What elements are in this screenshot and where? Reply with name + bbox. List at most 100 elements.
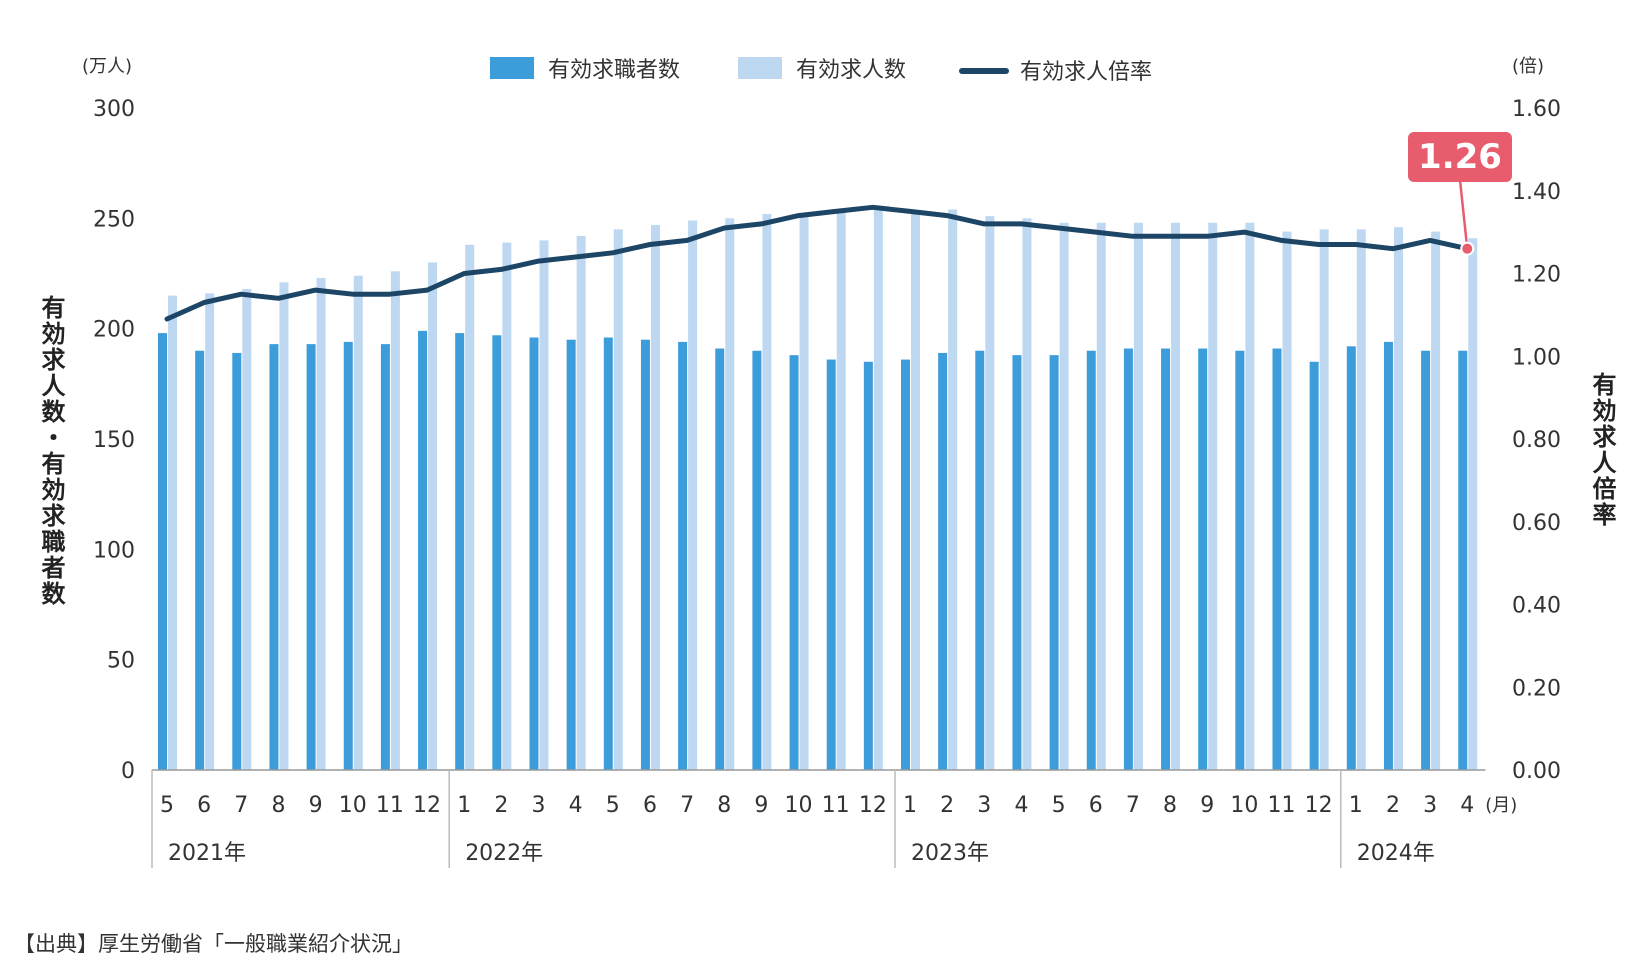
callout-leader [1458,179,1469,249]
x-tick-label: 9 [1200,793,1214,818]
x-tick-label: 3 [1423,793,1437,818]
bar-seekers [640,339,650,770]
legend-label-ratio: 有効求人倍率 [1020,60,1152,85]
legend-swatch-seekers [490,57,534,79]
bar-seekers [1123,348,1133,770]
bar-offers [1208,222,1218,770]
callout-box [1408,132,1512,182]
bar-seekers [1086,350,1096,770]
y-left-tick-label: 50 [107,649,135,674]
x-tick-label: 2 [940,793,954,818]
bar-seekers [492,335,502,770]
x-tick-label: 4 [1460,793,1474,818]
bar-seekers [158,333,167,770]
bar-offers [1319,229,1329,770]
bar-offers [762,213,772,771]
x-tick-label: 10 [339,793,367,818]
x-tick-label: 3 [532,793,546,818]
y-left-tick-label: 0 [121,759,135,784]
bar-offers [316,277,326,770]
x-tick-label: 4 [1014,793,1028,818]
x-tick-label: 3 [977,793,991,818]
x-tick-label: 7 [680,793,694,818]
month-unit-label: (月) [1485,795,1517,816]
bar-offers [390,271,400,770]
bar-offers [428,262,438,770]
left-unit-label: (万人) [82,56,132,77]
bar-offers [1171,222,1181,770]
y-right-tick-label: 0.00 [1512,759,1561,784]
x-tick-label: 9 [754,793,768,818]
x-tick-label: 7 [1126,793,1140,818]
bar-offers [1356,229,1366,770]
bar-offers [465,244,475,770]
y-left-tick-label: 100 [93,538,135,563]
x-tick-label: 5 [606,793,620,818]
y-left-axis-title: 有効求人数・有効求職者数 [37,295,65,607]
bar-offers [1022,218,1032,771]
bar-seekers [1012,355,1022,770]
bar-seekers [603,337,613,770]
bar-seekers [789,355,799,770]
bar-seekers [306,344,316,770]
bar-offers [1096,222,1106,770]
bar-offers [1468,238,1478,770]
bar-offers [613,229,623,770]
bar-seekers [863,361,873,770]
legend-label-offers: 有効求人数 [796,58,906,83]
bar-offers [948,209,958,771]
bar-offers [1059,222,1069,770]
y-right-tick-label: 1.40 [1512,180,1561,205]
x-tick-label: 7 [234,793,248,818]
bar-offers [1393,227,1403,770]
bar-offers [911,213,920,771]
year-label: 2024年 [1357,841,1435,866]
bar-seekers [1049,355,1059,770]
legend-swatch-offers [738,57,782,79]
x-tick-label: 10 [785,793,813,818]
bar-seekers [938,352,948,770]
bar-seekers [1309,361,1319,770]
callout-point [1460,241,1475,256]
bar-seekers [380,344,390,770]
y-right-tick-label: 0.60 [1512,511,1561,536]
source-note: 【出典】厚生労働省「一般職業紹介状況」 [14,932,413,956]
x-tick-label: 5 [160,793,174,818]
y-right-axis-title: 有効求人倍率 [1588,372,1616,528]
bar-seekers [1272,348,1282,770]
y-right-tick-label: 1.00 [1512,345,1561,370]
bar-seekers [195,350,205,770]
y-left-tick-label: 150 [93,428,135,453]
x-tick-label: 12 [413,793,441,818]
bar-seekers [566,339,576,770]
bar-seekers [678,341,688,770]
bar-offers [836,211,846,771]
x-tick-label: 8 [717,793,731,818]
bar-offers [279,282,289,770]
year-label: 2021年 [168,841,246,866]
x-tick-label: 8 [1163,793,1177,818]
x-tick-label: 12 [1305,793,1333,818]
bar-offers [502,242,512,770]
bar-offers [576,235,586,770]
bar-seekers [343,341,353,770]
x-tick-label: 5 [1052,793,1066,818]
bar-offers [1282,231,1292,770]
y-left-tick-label: 300 [93,97,135,122]
bar-seekers [269,344,279,770]
bar-offers [799,213,809,771]
bar-seekers [1458,350,1468,770]
y-right-tick-label: 0.40 [1512,594,1561,619]
bar-offers [539,240,549,770]
bar-seekers [1235,350,1245,770]
y-left-tick-label: 250 [93,207,135,232]
bar-seekers [1421,350,1431,770]
bar-seekers [1346,346,1356,770]
y-right-tick-label: 1.20 [1512,263,1561,288]
year-label: 2023年 [911,841,989,866]
x-tick-label: 12 [859,793,887,818]
x-tick-label: 11 [1268,793,1296,818]
bar-offers [1431,231,1441,770]
x-tick-label: 4 [569,793,583,818]
bar-seekers [1161,348,1171,770]
